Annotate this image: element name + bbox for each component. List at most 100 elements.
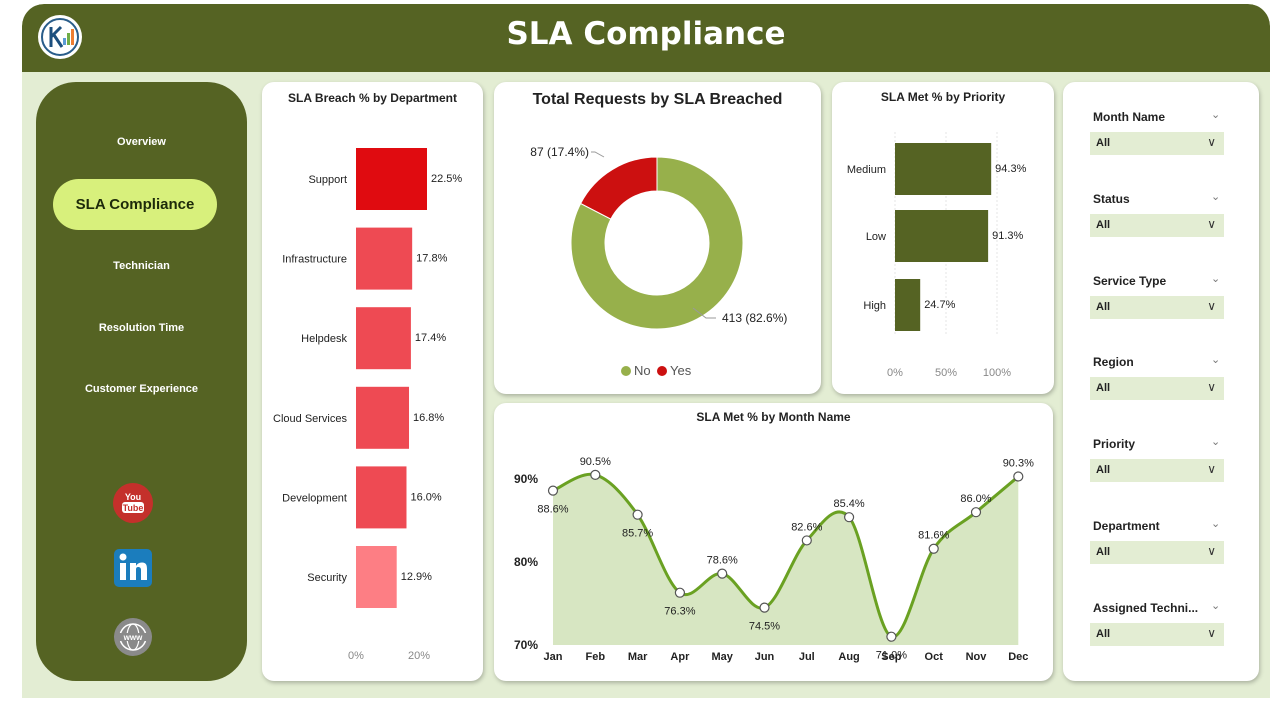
chevron-down-icon[interactable]: ⌄: [1211, 599, 1221, 612]
chevron-down-icon[interactable]: ⌄: [1211, 272, 1221, 285]
svg-text:Tube: Tube: [123, 503, 144, 513]
month-x-tick: Mar: [628, 651, 648, 663]
month-value-label: 76.3%: [664, 606, 695, 618]
page-title: SLA Compliance: [506, 16, 786, 52]
slicer-label: Region: [1093, 355, 1134, 370]
dept-value-label: 16.8%: [413, 412, 444, 424]
dept-value-label: 22.5%: [431, 173, 462, 185]
slicer-dropdown[interactable]: All ∨: [1090, 541, 1224, 564]
slicer-label: Assigned Techni...: [1093, 600, 1199, 615]
svg-text:You: You: [125, 492, 141, 502]
priority-bar: [895, 210, 989, 262]
slicer-dropdown[interactable]: All ∨: [1090, 622, 1224, 646]
dept-breach-chart: Support 22.5% Infrastructure 17.8% Helpdesk 1…: [273, 148, 462, 662]
slicer-dropdown[interactable]: All ∨: [1090, 213, 1224, 237]
month-x-tick: Nov: [966, 651, 988, 663]
priority-bar-chart: 0% 50% 100% Medium 94.3% Low 91.3% High 24.7%: [847, 132, 1027, 379]
priority-x-tick: 50%: [935, 367, 957, 379]
priority-x-tick: 100%: [983, 367, 1011, 379]
chevron-down-icon[interactable]: ⌄: [1211, 109, 1221, 121]
month-point: [674, 587, 685, 598]
website-icon[interactable]: www: [113, 617, 153, 657]
chevron-down-icon[interactable]: ⌄: [1211, 354, 1221, 367]
priority-value-label: 91.3%: [992, 230, 1023, 242]
dept-bar: [356, 466, 407, 529]
month-x-tick: Jan: [544, 651, 563, 663]
month-point: [801, 535, 812, 546]
priority-x-tick: 0%: [887, 367, 903, 379]
side-nav: Overview SLA Compliance Technician Resol…: [36, 82, 247, 681]
slicer-value: All: [1096, 546, 1111, 558]
slicer-value: All: [1096, 464, 1111, 477]
priority-chart-title: SLA Met % by Priority: [880, 90, 1006, 104]
dept-x-tick: 20%: [408, 650, 430, 662]
month-value-label: 81.6%: [918, 530, 949, 542]
nav-item-customer-experience[interactable]: Customer Experience: [84, 383, 199, 395]
dept-value-label: 17.4%: [415, 332, 446, 344]
nav-item-sla-compliance[interactable]: SLA Compliance: [53, 179, 217, 230]
donut-leader-line: [591, 151, 605, 158]
dept-category-label: Cloud Services: [273, 413, 347, 425]
month-point: [590, 469, 601, 480]
brand-logo: [38, 15, 82, 59]
slicer-value: All: [1096, 137, 1111, 149]
filter-panel: Month Name ⌄ All ∨ Status ⌄ All ∨ Service Type ⌄ A…: [1063, 82, 1259, 681]
slicer-dropdown[interactable]: All ∨: [1090, 459, 1224, 483]
dept-category-label: Development: [282, 492, 347, 504]
slicer-label: Month Name: [1093, 110, 1165, 124]
month-value-label: 88.6%: [537, 504, 568, 516]
nav-item-overview[interactable]: Overview: [117, 136, 166, 148]
chevron-down-icon[interactable]: ⌄: [1211, 518, 1221, 530]
dept-bar: [356, 546, 397, 608]
linkedin-icon[interactable]: [113, 548, 153, 588]
youtube-icon[interactable]: You Tube: [113, 483, 153, 523]
month-value-label: 82.6%: [791, 521, 822, 533]
legend-label-yes: Yes: [670, 363, 692, 378]
donut-value-label: 87 (17.4%): [530, 145, 589, 159]
slicer-label: Service Type: [1093, 273, 1167, 288]
legend-marker-yes: [657, 366, 667, 376]
caret-down-icon: ∨: [1207, 544, 1216, 558]
priority-card: SLA Met % by Priority 0% 50% 100% Medium 94.…: [832, 82, 1054, 394]
sla-breached-card: Total Requests by SLA Breached 413 (82.6…: [494, 82, 821, 394]
dept-chart-title: SLA Breach % by Department: [288, 91, 457, 105]
chevron-down-icon[interactable]: ⌄: [1211, 190, 1221, 203]
dept-bar: [356, 307, 411, 370]
logo-icon: [41, 18, 79, 56]
caret-down-icon: ∨: [1207, 380, 1216, 395]
month-point: [717, 568, 728, 579]
month-point: [886, 631, 897, 642]
dept-value-label: 17.8%: [416, 253, 447, 265]
month-value-label: 78.6%: [707, 555, 738, 567]
month-point: [759, 602, 770, 613]
month-point: [1013, 471, 1024, 482]
dept-x-tick: 0%: [348, 650, 364, 662]
chevron-down-icon[interactable]: ⌄: [1211, 436, 1221, 449]
month-x-tick: Sep: [881, 651, 901, 663]
month-point: [844, 512, 855, 523]
donut-value-label: 413 (82.6%): [722, 311, 787, 325]
priority-bar: [895, 143, 992, 195]
header-bar: SLA Compliance: [22, 4, 1270, 72]
dept-category-label: Support: [308, 174, 347, 186]
donut-slice-yes: [579, 156, 658, 220]
priority-bar: [895, 279, 921, 331]
month-y-tick: 80%: [514, 555, 538, 569]
month-value-label: 85.4%: [833, 498, 864, 510]
slicer-label: Status: [1093, 191, 1130, 206]
month-chart-title: SLA Met % by Month Name: [696, 410, 851, 424]
nav-item-technician[interactable]: Technician: [113, 260, 170, 272]
month-value-label: 71.0%: [876, 650, 907, 662]
month-card: SLA Met % by Month Name 90% 80% 70% 88.6% Ja…: [494, 403, 1053, 681]
dept-bar: [356, 386, 410, 449]
nav-item-resolution-time[interactable]: Resolution Time: [98, 322, 185, 334]
slicer-dropdown[interactable]: All ∨: [1090, 377, 1224, 401]
slicer-value: All: [1096, 382, 1111, 395]
slicer-dropdown[interactable]: All ∨: [1090, 132, 1224, 155]
month-x-tick: Dec: [1008, 651, 1028, 663]
month-area-chart: 90% 80% 70% 88.6% Jan 90.5% Feb 85.7% Mar 76.3% Ap…: [514, 456, 1034, 663]
month-x-tick: Jun: [755, 651, 775, 663]
month-value-label: 90.3%: [1003, 458, 1034, 470]
slicer-dropdown[interactable]: All ∨: [1090, 295, 1224, 319]
dept-category-label: Infrastructure: [282, 254, 347, 266]
